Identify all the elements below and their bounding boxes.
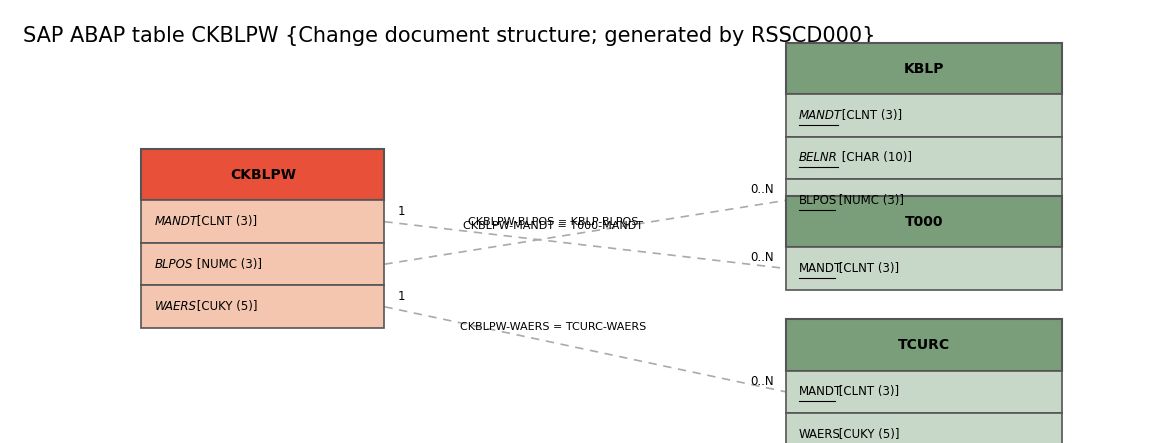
FancyBboxPatch shape <box>785 413 1062 443</box>
Text: CKBLPW-BLPOS = KBLP-BLPOS: CKBLPW-BLPOS = KBLP-BLPOS <box>468 217 638 227</box>
Text: [CLNT (3)]: [CLNT (3)] <box>837 109 902 122</box>
FancyBboxPatch shape <box>785 370 1062 413</box>
Text: BELNR: BELNR <box>799 152 838 164</box>
Text: WAERS: WAERS <box>155 300 197 313</box>
Text: [CLNT (3)]: [CLNT (3)] <box>835 262 899 275</box>
FancyBboxPatch shape <box>785 247 1062 290</box>
FancyBboxPatch shape <box>785 179 1062 222</box>
FancyBboxPatch shape <box>785 136 1062 179</box>
FancyBboxPatch shape <box>785 94 1062 136</box>
FancyBboxPatch shape <box>785 196 1062 247</box>
Text: 0..N: 0..N <box>751 183 775 196</box>
Text: 1: 1 <box>398 205 406 218</box>
Text: TCURC: TCURC <box>898 338 950 352</box>
FancyBboxPatch shape <box>785 319 1062 370</box>
FancyBboxPatch shape <box>142 243 384 285</box>
Text: MANDT: MANDT <box>799 109 842 122</box>
FancyBboxPatch shape <box>142 149 384 200</box>
Text: [NUMC (3)]: [NUMC (3)] <box>835 194 904 207</box>
Text: MANDT: MANDT <box>155 215 198 228</box>
Text: [CHAR (10)]: [CHAR (10)] <box>837 152 912 164</box>
Text: 0..N: 0..N <box>751 374 775 388</box>
Text: [CLNT (3)]: [CLNT (3)] <box>835 385 899 398</box>
Text: MANDT: MANDT <box>799 262 843 275</box>
Text: T000: T000 <box>905 215 943 229</box>
Text: SAP ABAP table CKBLPW {Change document structure; generated by RSSCD000}: SAP ABAP table CKBLPW {Change document s… <box>23 26 875 46</box>
Text: BLPOS: BLPOS <box>155 258 194 271</box>
Text: BLPOS: BLPOS <box>799 194 837 207</box>
Text: CKBLPW-MANDT = T000-MANDT: CKBLPW-MANDT = T000-MANDT <box>462 221 643 231</box>
FancyBboxPatch shape <box>785 43 1062 94</box>
Text: [NUMC (3)]: [NUMC (3)] <box>194 258 263 271</box>
Text: CKBLPW: CKBLPW <box>229 168 296 182</box>
Text: CKBLPW-WAERS = TCURC-WAERS: CKBLPW-WAERS = TCURC-WAERS <box>460 322 646 332</box>
Text: [CUKY (5)]: [CUKY (5)] <box>194 300 258 313</box>
FancyBboxPatch shape <box>142 200 384 243</box>
Text: [CLNT (3)]: [CLNT (3)] <box>194 215 257 228</box>
Text: [CUKY (5)]: [CUKY (5)] <box>835 428 899 441</box>
Text: 1: 1 <box>398 290 406 303</box>
Text: WAERS: WAERS <box>799 428 841 441</box>
Text: KBLP: KBLP <box>904 62 944 76</box>
Text: MANDT: MANDT <box>799 385 843 398</box>
FancyBboxPatch shape <box>142 285 384 328</box>
Text: 0..N: 0..N <box>751 251 775 264</box>
